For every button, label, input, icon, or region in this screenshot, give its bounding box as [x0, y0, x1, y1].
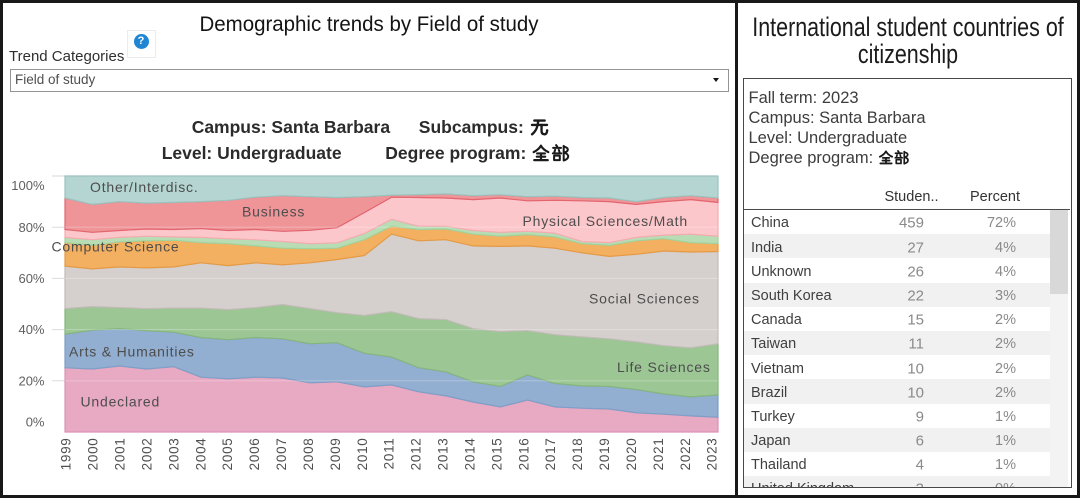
- svg-text:Undeclared: Undeclared: [81, 394, 161, 410]
- svg-text:2018: 2018: [570, 438, 585, 471]
- svg-text:2016: 2016: [516, 438, 531, 471]
- svg-text:Life Sciences: Life Sciences: [617, 359, 711, 375]
- svg-text:Physical Sciences/Math: Physical Sciences/Math: [523, 213, 688, 229]
- svg-text:2023: 2023: [705, 438, 720, 471]
- svg-text:2021: 2021: [651, 438, 666, 471]
- svg-text:2000: 2000: [86, 438, 101, 471]
- svg-text:40%: 40%: [18, 322, 44, 337]
- svg-text:Business: Business: [242, 203, 305, 219]
- svg-text:2019: 2019: [597, 438, 612, 471]
- svg-text:60%: 60%: [18, 271, 44, 286]
- svg-text:2022: 2022: [678, 438, 693, 471]
- svg-text:20%: 20%: [18, 373, 44, 388]
- svg-text:2001: 2001: [113, 438, 128, 471]
- svg-text:2012: 2012: [409, 438, 424, 471]
- svg-text:2010: 2010: [355, 438, 370, 471]
- svg-text:2011: 2011: [382, 438, 397, 470]
- svg-text:2005: 2005: [220, 438, 235, 471]
- svg-text:2020: 2020: [624, 438, 639, 471]
- svg-text:Computer Science: Computer Science: [52, 238, 180, 254]
- svg-text:2007: 2007: [274, 438, 289, 471]
- svg-text:2013: 2013: [436, 438, 451, 471]
- svg-text:2017: 2017: [543, 438, 558, 471]
- svg-text:2009: 2009: [328, 438, 343, 471]
- svg-text:80%: 80%: [18, 220, 44, 235]
- svg-text:2006: 2006: [247, 438, 262, 471]
- svg-text:Other/Interdisc.: Other/Interdisc.: [90, 179, 199, 195]
- svg-text:Social Sciences: Social Sciences: [589, 291, 700, 307]
- svg-text:0%: 0%: [26, 415, 45, 430]
- svg-text:2008: 2008: [301, 438, 316, 471]
- svg-text:2004: 2004: [193, 438, 208, 471]
- svg-text:100%: 100%: [11, 178, 45, 193]
- svg-text:2015: 2015: [489, 438, 504, 471]
- svg-text:2014: 2014: [462, 438, 477, 471]
- svg-text:2003: 2003: [166, 438, 181, 471]
- svg-text:Arts & Humanities: Arts & Humanities: [69, 344, 195, 360]
- svg-text:2002: 2002: [139, 438, 154, 471]
- svg-text:1999: 1999: [59, 438, 74, 471]
